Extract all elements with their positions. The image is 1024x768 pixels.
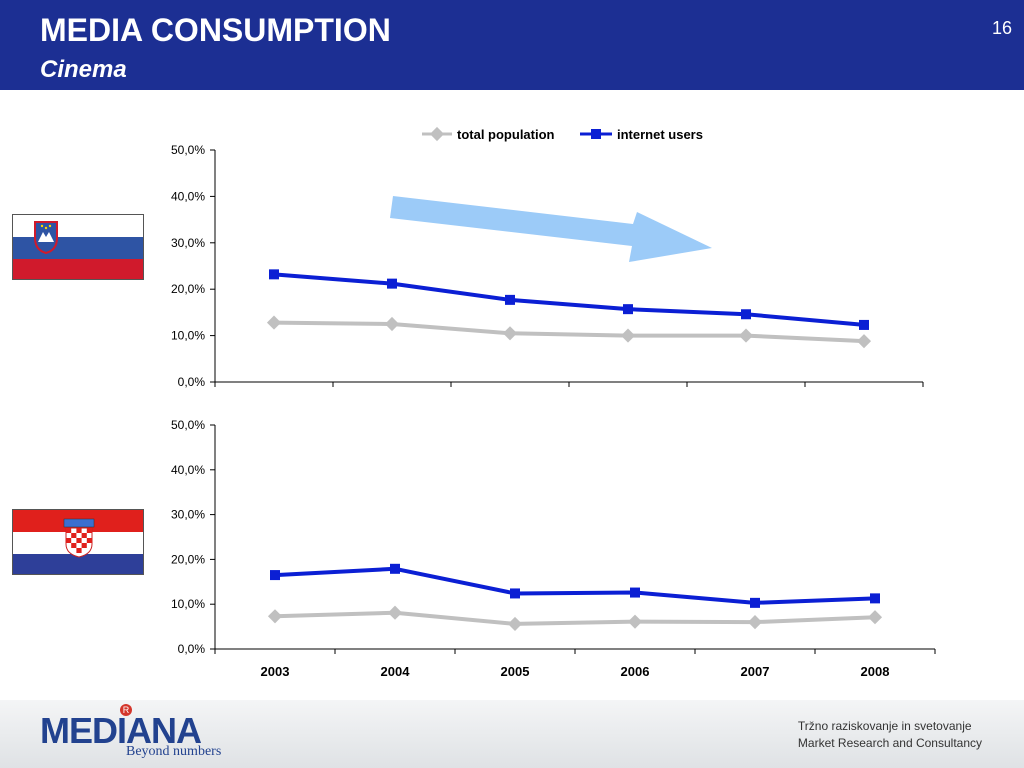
- x-tick-label: 2005: [501, 664, 530, 679]
- series-line-total-population: [274, 610, 876, 626]
- data-point-internet-users: [270, 570, 280, 581]
- data-point-internet-users: [510, 588, 520, 599]
- legend-label-internet-users: internet users: [617, 127, 703, 142]
- trend-arrow-icon: [390, 196, 712, 262]
- footer: MEDIANA R Beyond numbers Tržno raziskova…: [0, 700, 1024, 768]
- data-point-internet-users: [859, 319, 869, 330]
- legend-label-total-population: total population: [457, 127, 555, 142]
- y-tick-label: 0,0%: [178, 375, 206, 389]
- data-point-internet-users: [623, 304, 633, 315]
- charts-area: total population internet users 0,0% 10,0…: [171, 126, 936, 679]
- chart-slovenia: 0,0% 10,0% 20,0% 30,0% 40,0% 50,0%: [171, 143, 924, 389]
- data-point-internet-users: [387, 278, 397, 289]
- y-tick-label: 20,0%: [171, 282, 205, 296]
- legend-total-population: total population: [422, 126, 555, 142]
- page-title: MEDIA CONSUMPTION: [40, 12, 391, 48]
- data-point-total-population: [384, 316, 400, 332]
- x-tick-label: 2003: [261, 664, 290, 679]
- header-bar: MEDIA CONSUMPTION Cinema 16: [0, 0, 1024, 90]
- x-tick-label: 2008: [861, 664, 890, 679]
- series-line-internet-users: [274, 566, 876, 605]
- y-tick-label: 10,0%: [171, 329, 205, 343]
- series-line-total-population: [273, 320, 865, 344]
- registered-mark-icon: R: [120, 704, 132, 716]
- data-point-internet-users: [505, 294, 515, 305]
- data-point-total-population: [856, 334, 872, 349]
- data-point-total-population: [507, 616, 523, 631]
- y-tick-label: 20,0%: [171, 552, 205, 566]
- y-tick-label: 0,0%: [178, 642, 206, 656]
- x-tick-label: 2004: [381, 664, 411, 679]
- data-point-total-population: [266, 315, 282, 330]
- chart-croatia: 0,0% 10,0% 20,0% 30,0% 40,0% 50,0% 2003 2004 200…: [171, 418, 936, 679]
- y-tick-label: 50,0%: [171, 143, 205, 157]
- data-point-total-population: [627, 614, 643, 629]
- data-point-internet-users: [870, 593, 880, 604]
- coat-of-arms-icon: [63, 518, 95, 558]
- page-number: 16: [991, 18, 1012, 38]
- data-point-internet-users: [630, 587, 640, 598]
- y-tick-label: 40,0%: [171, 463, 205, 477]
- x-tick-label: 2007: [741, 664, 770, 679]
- data-point-total-population: [502, 326, 518, 341]
- data-point-total-population: [738, 328, 754, 343]
- data-point-total-population: [387, 605, 403, 620]
- footer-line-slovene: Tržno raziskovanje in svetovanje: [797, 719, 972, 733]
- data-point-total-population: [867, 610, 883, 625]
- footer-company-description: Tržno raziskovanje in svetovanje Market …: [798, 718, 982, 752]
- y-tick-label: 30,0%: [171, 508, 205, 522]
- flag-stripe-red: [13, 259, 143, 279]
- data-point-internet-users: [269, 269, 279, 280]
- data-point-total-population: [747, 615, 763, 630]
- footer-line-english: Market Research and Consultancy: [797, 736, 982, 750]
- page-subtitle: Cinema: [40, 56, 127, 83]
- data-point-total-population: [620, 328, 636, 343]
- x-tick-label: 2006: [621, 664, 650, 679]
- data-point-internet-users: [390, 563, 400, 574]
- mediana-logo: MEDIANA: [40, 710, 202, 751]
- legend: total population internet users: [422, 126, 703, 142]
- y-tick-label: 40,0%: [171, 189, 205, 203]
- data-point-internet-users: [741, 309, 751, 320]
- y-tick-label: 10,0%: [171, 597, 205, 611]
- data-point-internet-users: [750, 597, 760, 608]
- flag-stripe-blue: [13, 554, 143, 574]
- coat-of-arms-icon: [34, 221, 58, 254]
- series-line-internet-users: [273, 272, 865, 327]
- logo-tagline: Beyond numbers: [126, 744, 222, 759]
- legend-internet-users: internet users: [580, 127, 703, 142]
- flag-slovenia: [12, 214, 144, 280]
- data-point-total-population: [267, 609, 283, 624]
- y-tick-label: 50,0%: [171, 418, 205, 432]
- flag-croatia: [12, 509, 144, 575]
- y-tick-label: 30,0%: [171, 236, 205, 250]
